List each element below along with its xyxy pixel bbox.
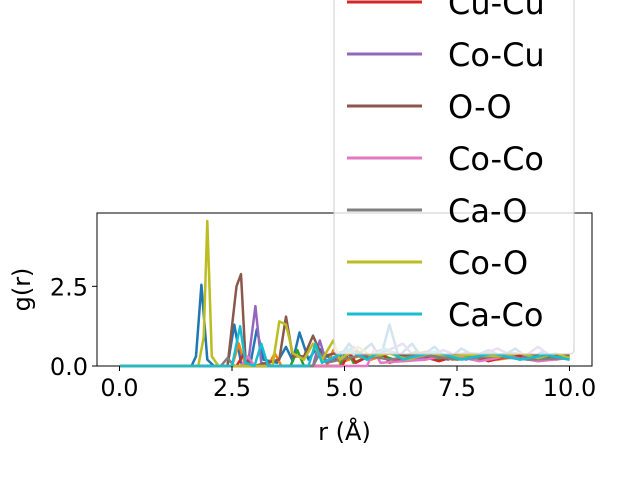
- legend-label: Co-Cu: [448, 36, 545, 74]
- legend-label: Cu-Cu: [448, 0, 545, 22]
- series-line-7: [119, 352, 570, 368]
- legend-label: O-O: [448, 88, 512, 126]
- x-tick-label: 5.0: [325, 374, 363, 402]
- x-axis-label: r (Å): [318, 417, 371, 446]
- y-axis: 0.0 2.5: [50, 273, 97, 381]
- legend-label: Co-Co: [448, 140, 544, 178]
- legend: Cu-Cu Co-Cu O-O Co-Co Ca-O Co-O Ca-Co: [333, 0, 575, 355]
- y-tick-label: 0.0: [50, 353, 88, 381]
- series-line-8: [119, 219, 570, 368]
- legend-label: Ca-Co: [448, 296, 543, 334]
- legend-label: Ca-O: [448, 192, 528, 230]
- y-axis-label: g(r): [8, 268, 36, 312]
- y-tick-label: 2.5: [50, 273, 88, 301]
- x-tick-label: 10.0: [543, 374, 596, 402]
- x-axis: 0.0 2.5 5.0 7.5 10.0: [100, 366, 596, 402]
- x-tick-label: 0.0: [100, 374, 138, 402]
- series-line-9: [119, 324, 570, 368]
- legend-box: [333, 0, 575, 355]
- x-tick-label: 7.5: [438, 374, 476, 402]
- x-tick-label: 2.5: [213, 374, 251, 402]
- legend-label: Co-O: [448, 244, 528, 282]
